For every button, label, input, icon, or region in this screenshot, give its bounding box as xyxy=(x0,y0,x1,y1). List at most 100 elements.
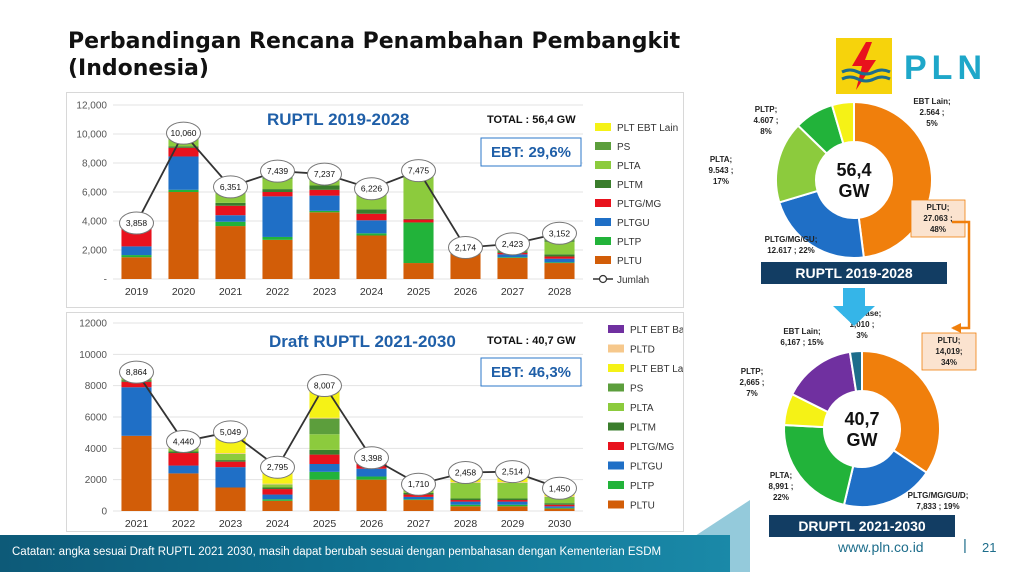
x-tick-label: 2025 xyxy=(313,518,337,530)
pie-label-box xyxy=(910,199,966,238)
pie-center-value: 56,4 xyxy=(836,160,871,180)
total-marker xyxy=(448,460,483,484)
bar-pltgu xyxy=(497,501,528,505)
total-marker xyxy=(401,472,436,496)
legend-label: PLT EBT Lain xyxy=(617,123,678,134)
bar-pltgu xyxy=(262,196,293,237)
y-tick-label: 6000 xyxy=(85,413,108,424)
legend-swatch-pltg-mg xyxy=(608,442,624,450)
bar-pltgu xyxy=(215,215,246,222)
legend-swatch-plt-ebt-lain xyxy=(608,364,624,372)
pie-slice-label: PLTG/MG/GU; xyxy=(765,235,818,244)
bar-pltg-mg xyxy=(356,213,387,221)
bar-pltgu xyxy=(356,468,387,477)
legend-label: PLTG/MG xyxy=(630,442,674,453)
pie-slice-label: 34% xyxy=(941,358,957,367)
bar-pltp xyxy=(309,471,340,480)
total-marker xyxy=(401,159,436,183)
legend-swatch-pltu xyxy=(608,500,624,509)
legend-swatch-pltm xyxy=(595,180,611,188)
total-label: 2,458 xyxy=(455,467,477,477)
bar-pltu xyxy=(450,506,481,511)
pie-slice-label: 12.617 ; 22% xyxy=(767,246,815,255)
y-tick-label: 4,000 xyxy=(82,217,107,228)
pie-slice-label: PLTP; xyxy=(741,367,764,376)
legend-swatch-ps xyxy=(608,383,624,392)
bar-pltp xyxy=(356,476,387,480)
bar-pltu xyxy=(168,473,199,511)
total-marker xyxy=(307,374,342,398)
pie-slice-label: 27.063 ; xyxy=(923,214,952,223)
bar-pltu xyxy=(544,508,575,511)
total-capacity-label: TOTAL : 56,4 GW xyxy=(487,114,576,126)
pie-slice-label: 8% xyxy=(760,127,772,136)
x-tick-label: 2026 xyxy=(454,286,478,298)
bar-pltp xyxy=(262,236,293,240)
bar-pltgu xyxy=(121,387,152,436)
legend-swatch-pltgu xyxy=(595,218,611,226)
page-number: 21 xyxy=(982,540,997,555)
x-tick-label: 2027 xyxy=(501,286,525,298)
website-link[interactable]: www.pln.co.id xyxy=(838,539,924,555)
legend-label: Jumlah xyxy=(617,275,649,286)
bar-pltd xyxy=(215,453,246,454)
total-label: 8,864 xyxy=(126,367,148,377)
legend-label: PLTP xyxy=(630,481,655,492)
bar-pltg-mg xyxy=(262,489,293,495)
legend-label: PLTGU xyxy=(630,462,663,473)
y-tick-label: 0 xyxy=(101,507,107,518)
bar-plta xyxy=(403,175,434,219)
pie-slice-label: 7,833 ; 19% xyxy=(916,502,959,511)
bar-pltd xyxy=(309,417,340,419)
bar-chart-druptl-2021: 0 2000 4000 6000 8000 10000 12000 2021 2022 2023 2… xyxy=(79,319,695,531)
x-tick-label: 2029 xyxy=(501,518,525,530)
total-label: 3,152 xyxy=(549,228,571,238)
x-tick-label: 2026 xyxy=(360,518,384,530)
bar-pltu xyxy=(356,235,387,279)
bar-chart-ruptl-2019: - 2,000 4,000 6,000 8,000 10,000 12,000 2019 202… xyxy=(76,101,678,299)
legend-swatch-plta xyxy=(608,403,624,411)
legend-label: PLTG/MG xyxy=(617,199,661,210)
chart-title: Draft RUPTL 2021-2030 xyxy=(269,332,456,351)
y-tick-label: 4000 xyxy=(85,444,108,455)
bar-pltu xyxy=(309,212,340,279)
bar-pltm xyxy=(544,503,575,505)
bar-pltu xyxy=(215,226,246,279)
bar-pltgu xyxy=(262,494,293,500)
pie-slice-label: 5% xyxy=(926,119,938,128)
legend-swatch-plta xyxy=(595,161,611,169)
bar-pltm xyxy=(168,146,199,148)
total-label: 6,351 xyxy=(220,182,242,192)
bar-pltg-mg xyxy=(168,147,199,157)
total-label: 3,858 xyxy=(126,218,148,228)
pie-slice-label: PLTA; xyxy=(770,471,792,480)
down-arrow-icon xyxy=(833,288,875,326)
bar-pltg-mg xyxy=(544,256,575,259)
chart-panel-druptl-2021: 0 2000 4000 6000 8000 10000 12000 2021 2022 2023 2… xyxy=(66,312,695,532)
legend-swatch-pltg-mg xyxy=(595,199,611,207)
footnote: Catatan: angka sesuai Draft RUPTL 2021 2… xyxy=(12,546,662,558)
total-capacity-label: TOTAL : 40,7 GW xyxy=(487,335,576,347)
bar-pltg-mg xyxy=(450,500,481,502)
bar-pltm xyxy=(497,498,528,501)
bar-plta xyxy=(450,482,481,499)
total-label: 1,710 xyxy=(408,479,430,489)
y-tick-label: - xyxy=(104,275,107,286)
x-tick-label: 2028 xyxy=(548,286,572,298)
pie-title-banner xyxy=(761,262,947,284)
pie-center-unit: GW xyxy=(847,430,878,450)
bar-pltg-mg xyxy=(403,494,434,497)
pie-slice-label: 17% xyxy=(713,177,729,186)
total-line xyxy=(135,371,560,490)
bar-pltg-mg xyxy=(215,205,246,216)
pie-slice-label: PLTU; xyxy=(927,203,950,212)
bar-pltgu xyxy=(309,464,340,472)
legend-marker-swatch xyxy=(598,274,608,284)
bar-pltm xyxy=(262,189,293,192)
bar-pltm xyxy=(450,498,481,501)
pie-slice-label: 48% xyxy=(930,225,946,234)
pie-slice-label: 1,010 ; xyxy=(850,320,875,329)
x-tick-label: 2027 xyxy=(407,518,431,530)
legend-swatch-plt-ebt-lain xyxy=(595,123,611,131)
y-tick-label: 2,000 xyxy=(82,246,107,257)
